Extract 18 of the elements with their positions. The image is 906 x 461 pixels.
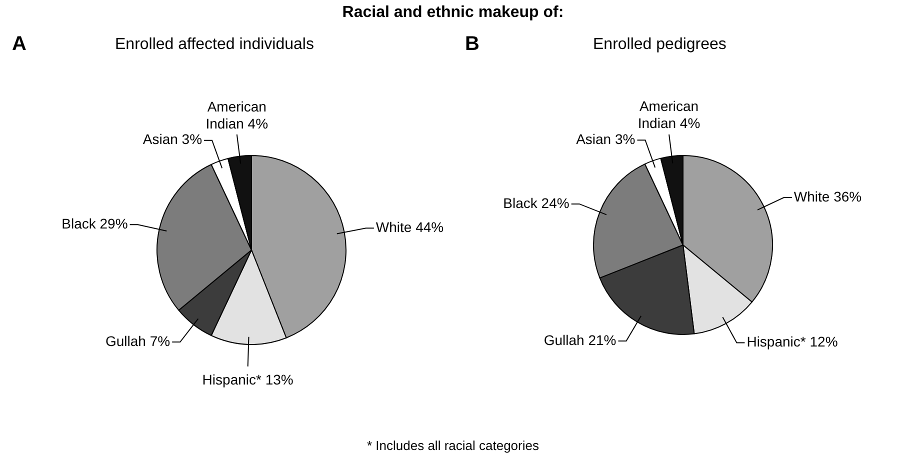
slice-label: White 44% bbox=[376, 219, 444, 236]
text: * Includes all racial categories bbox=[366, 438, 540, 453]
chart-title: Racial and ethnic makeup of: bbox=[341, 4, 565, 22]
text: B bbox=[465, 33, 480, 56]
slice-label: Asian 3% bbox=[576, 130, 636, 147]
slice-label: Hispanic* 13% bbox=[202, 371, 294, 388]
slice-label: Gullah 7% bbox=[106, 332, 170, 349]
slice-label: American Indian 4% bbox=[206, 98, 268, 132]
slice-label: Hispanic* 12% bbox=[746, 334, 838, 350]
slice-label: Black 29% bbox=[62, 215, 128, 232]
slice-label: Asian 3% bbox=[142, 131, 202, 148]
slice-label: Gullah 21% bbox=[544, 332, 616, 348]
slice-label: White 36% bbox=[794, 188, 862, 204]
slice-label: American Indian 4% bbox=[638, 98, 700, 132]
chart-subtitle: Enrolled pedigrees bbox=[593, 36, 726, 54]
text: A bbox=[12, 33, 26, 56]
slice-label: Black 24% bbox=[503, 194, 570, 211]
chart-subtitle: Enrolled affected individuals bbox=[115, 36, 314, 54]
